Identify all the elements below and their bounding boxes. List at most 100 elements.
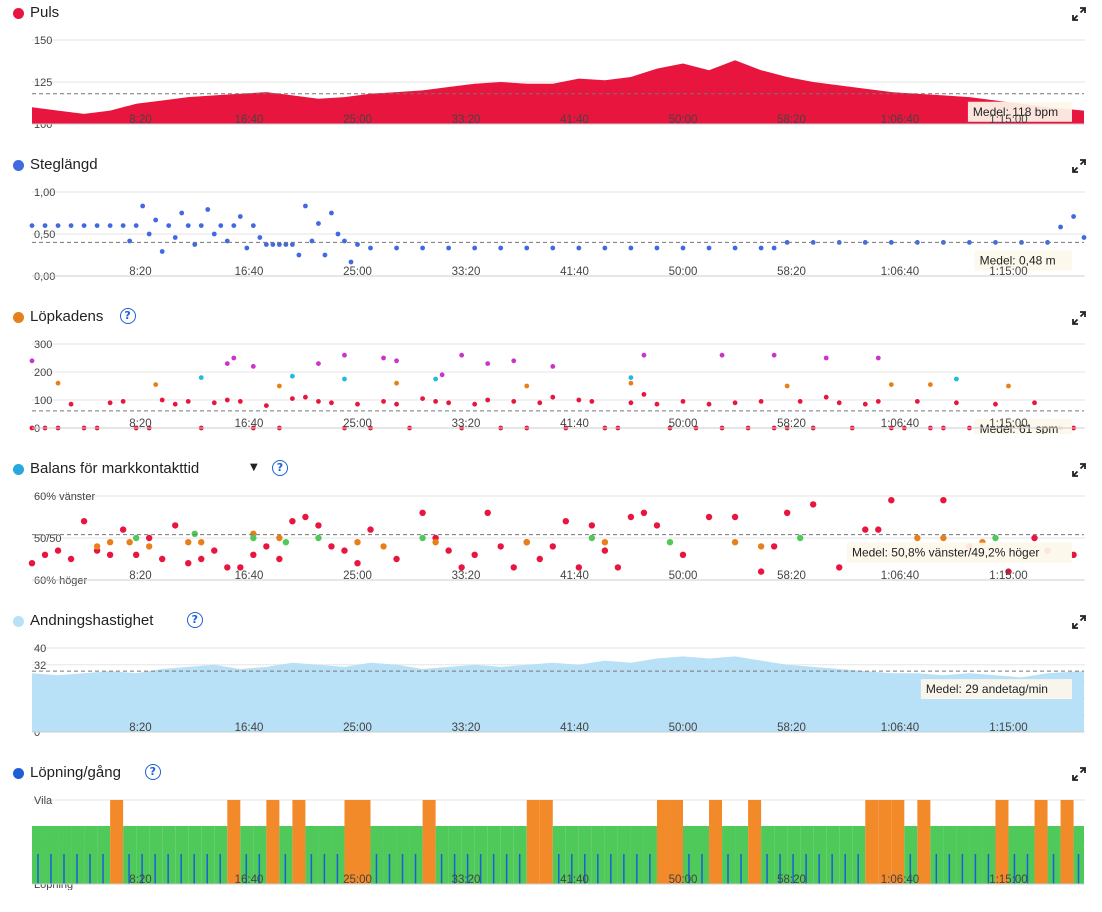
data-point (354, 560, 361, 567)
x-tick-label: 58:20 (777, 570, 806, 582)
data-point (419, 534, 426, 542)
activity-segment (310, 854, 313, 884)
data-point (875, 355, 881, 361)
x-tick-label: 1:15:00 (989, 114, 1027, 126)
data-point (342, 352, 347, 358)
data-point (316, 221, 321, 226)
data-point (550, 394, 556, 400)
x-tick-label: 25:00 (343, 114, 372, 126)
help-icon[interactable]: ? (272, 460, 288, 476)
expand-icon[interactable] (1072, 615, 1086, 629)
expand-icon[interactable] (1072, 463, 1086, 477)
activity-segment (479, 854, 482, 884)
data-point (211, 400, 217, 406)
data-point (888, 497, 895, 504)
help-icon[interactable]: ? (119, 308, 136, 324)
activity-segment (995, 800, 1009, 884)
data-point (224, 397, 230, 403)
data-point (28, 560, 36, 567)
activity-segment (219, 854, 221, 884)
data-point (120, 223, 126, 228)
data-point (498, 245, 504, 251)
data-point (823, 355, 829, 361)
activity-segment (292, 800, 306, 884)
data-point (289, 396, 295, 401)
x-tick-label: 41:40 (560, 722, 589, 734)
activity-segment (422, 800, 436, 884)
data-point (888, 382, 894, 387)
data-point (459, 352, 465, 358)
data-point (862, 401, 868, 407)
data-point (145, 534, 153, 542)
data-point (342, 376, 347, 382)
data-point (640, 509, 648, 516)
data-point (29, 223, 35, 228)
data-point (296, 252, 302, 258)
data-point (41, 551, 49, 558)
dropdown-caret-icon[interactable]: ▼ (250, 462, 258, 473)
panel-steglangd: Steglängd 1,00 0,50 0,00 Medel: 0,48 m 8:20 16… (0, 152, 1102, 304)
x-tick-label: 8:20 (129, 266, 151, 278)
data-point (120, 399, 126, 404)
x-tick-label: 41:40 (560, 114, 589, 126)
x-tick-label: 1:15:00 (989, 874, 1027, 886)
data-point (191, 530, 198, 537)
x-tick-label: 16:40 (235, 874, 264, 886)
data-point (1031, 534, 1038, 542)
activity-segment (727, 854, 729, 884)
data-point (875, 399, 881, 404)
activity-segment (1034, 800, 1048, 884)
activity-segment (987, 854, 990, 884)
data-point (106, 551, 114, 558)
data-point (159, 397, 165, 403)
data-point (1058, 224, 1063, 230)
help-icon[interactable]: ? (144, 764, 161, 780)
expand-icon[interactable] (1072, 159, 1086, 173)
activity-segment (50, 854, 52, 884)
panel-title: Andningshastighet (30, 612, 154, 629)
data-point (282, 539, 290, 546)
data-point (198, 539, 205, 546)
activity-segment (857, 854, 859, 884)
help-icon[interactable]: ? (186, 612, 203, 628)
data-point (237, 214, 243, 219)
data-point (940, 497, 947, 504)
data-point (185, 223, 191, 228)
data-point (303, 394, 308, 400)
data-point (641, 392, 647, 397)
data-point (536, 555, 543, 563)
activity-segment (740, 854, 742, 884)
data-point (394, 358, 399, 364)
expand-icon[interactable] (1072, 767, 1086, 781)
expand-icon[interactable] (1072, 311, 1086, 325)
activity-segment (961, 854, 964, 884)
data-point (205, 207, 211, 212)
data-point (967, 240, 972, 245)
data-point (641, 352, 647, 358)
activity-segment (193, 854, 195, 884)
data-point (126, 539, 133, 546)
data-point (550, 245, 556, 251)
data-point (888, 240, 894, 245)
x-tick-label: 50:00 (669, 266, 698, 278)
data-point (341, 547, 348, 554)
x-tick-label: 41:40 (560, 418, 589, 430)
data-point (315, 534, 322, 542)
average-label-bg (967, 101, 1072, 122)
activity-segment (623, 854, 625, 884)
x-tick-label: 58:20 (777, 722, 806, 734)
series-area (32, 656, 1084, 732)
data-point (237, 399, 243, 404)
data-point (250, 534, 257, 542)
data-point (706, 245, 712, 251)
data-point (993, 240, 998, 245)
data-point (119, 526, 127, 533)
expand-icon[interactable] (1072, 7, 1086, 21)
data-point (511, 399, 517, 404)
x-tick-label: 16:40 (235, 266, 264, 278)
data-point (731, 513, 739, 521)
data-point (627, 513, 635, 521)
data-point (419, 509, 426, 516)
data-point (432, 539, 439, 546)
panel-header: Löpning/gång? (0, 760, 1102, 786)
